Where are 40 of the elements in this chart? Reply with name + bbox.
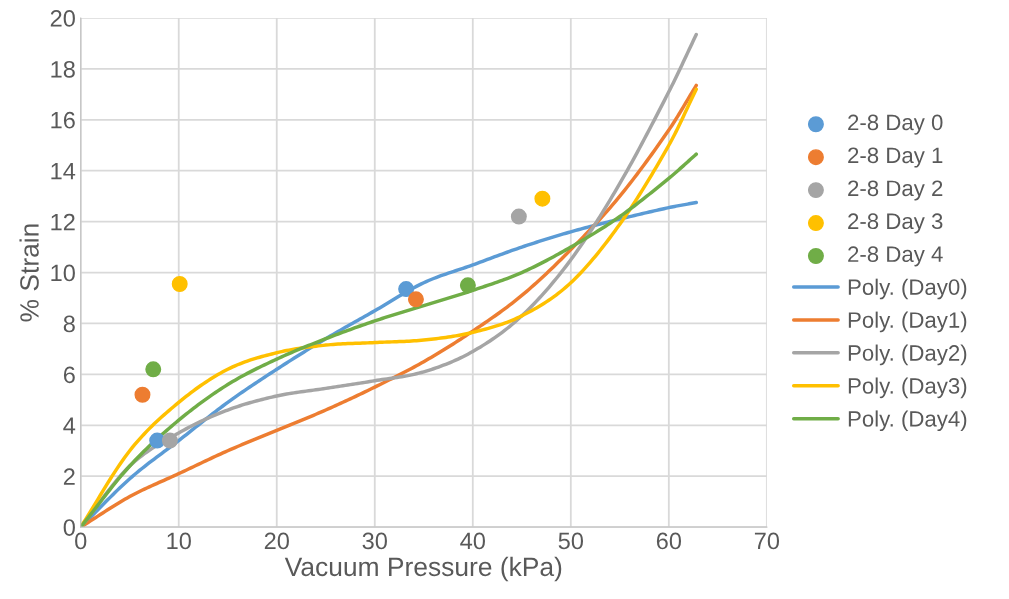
y-tick-label: 0 <box>63 519 75 536</box>
legend-label: 2-8 Day 3 <box>848 213 943 234</box>
x-axis-title: Vacuum Pressure (kPa) <box>284 556 562 582</box>
x-tick-label: 40 <box>460 532 485 550</box>
legend-label: 2-8 Day 2 <box>848 180 943 201</box>
legend-label: Poly. (Day0) <box>848 278 967 300</box>
point <box>510 208 527 225</box>
legend-label: Poly. (Day4) <box>848 410 967 432</box>
legend-label: 2-8 Day 0 <box>848 114 943 135</box>
y-tick-label: 20 <box>50 10 75 27</box>
y-tick-label: 2 <box>63 468 75 485</box>
y-tick-label: 8 <box>63 315 75 333</box>
y-axis-title: % Strain <box>19 224 39 322</box>
y-tick-label: 16 <box>51 111 75 129</box>
x-tick-label: 20 <box>264 532 289 550</box>
legend-label: 2-8 Day 1 <box>848 147 943 168</box>
point <box>534 190 551 207</box>
x-tick-label: 30 <box>362 532 387 550</box>
y-tick-label: 10 <box>51 264 75 282</box>
legend-label: Poly. (Day3) <box>848 377 967 399</box>
legend-label: Poly. (Day2) <box>848 344 967 366</box>
y-tick-label: 12 <box>51 213 75 231</box>
point <box>161 432 178 449</box>
point <box>134 386 151 403</box>
x-tick-label: 50 <box>558 532 584 550</box>
y-tick-label: 4 <box>63 417 76 434</box>
point <box>407 291 424 308</box>
x-tick-label: 70 <box>754 532 780 550</box>
y-tick-label: 14 <box>51 163 76 180</box>
x-tick-label: 0 <box>75 532 87 550</box>
y-tick-label: 6 <box>63 366 75 384</box>
point <box>398 281 415 298</box>
point <box>145 361 162 378</box>
x-tick-label: 60 <box>656 532 682 550</box>
legend-label: Poly. (Day1) <box>848 311 967 333</box>
legend-label: 2-8 Day 4 <box>848 246 943 267</box>
y-tick-label: 18 <box>51 60 75 78</box>
x-tick-label: 10 <box>167 532 191 550</box>
point <box>459 277 476 294</box>
point <box>171 276 188 292</box>
